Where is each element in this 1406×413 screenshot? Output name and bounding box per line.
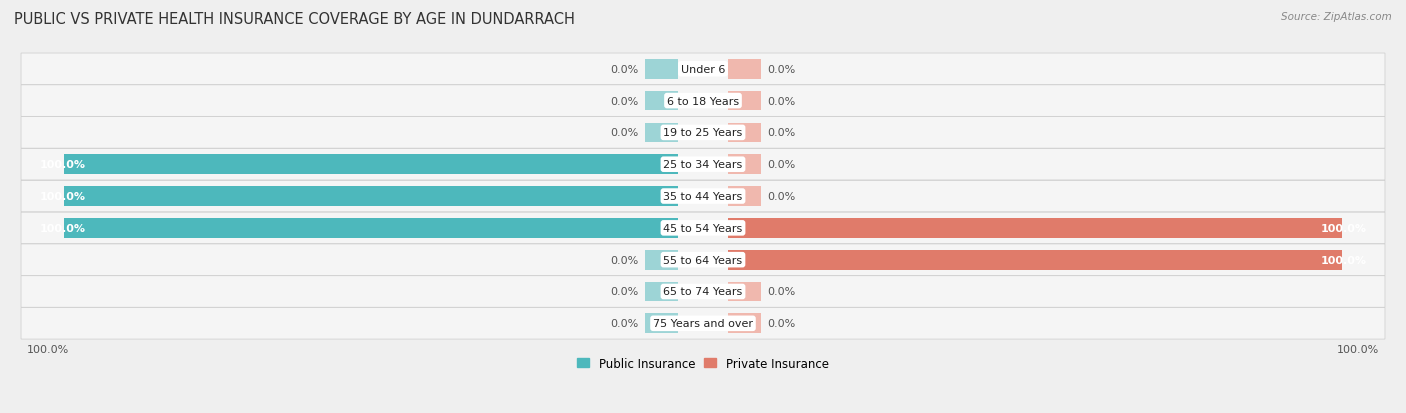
Text: 6 to 18 Years: 6 to 18 Years	[666, 96, 740, 106]
Bar	[644, 60, 679, 79]
Text: 19 to 25 Years: 19 to 25 Years	[664, 128, 742, 138]
Bar	[727, 314, 762, 333]
Text: 65 to 74 Years: 65 to 74 Years	[664, 287, 742, 297]
FancyBboxPatch shape	[21, 181, 1385, 212]
FancyBboxPatch shape	[21, 308, 1385, 339]
Text: 100.0%: 100.0%	[39, 192, 86, 202]
Text: 75 Years and over: 75 Years and over	[652, 318, 754, 328]
FancyBboxPatch shape	[21, 149, 1385, 180]
FancyBboxPatch shape	[21, 85, 1385, 117]
Bar	[644, 282, 679, 301]
Bar	[727, 155, 762, 175]
FancyBboxPatch shape	[21, 276, 1385, 308]
Text: 100.0%: 100.0%	[1337, 344, 1379, 354]
Text: 0.0%: 0.0%	[768, 128, 796, 138]
Text: 0.0%: 0.0%	[610, 287, 638, 297]
Legend: Public Insurance, Private Insurance: Public Insurance, Private Insurance	[578, 357, 828, 370]
Text: 0.0%: 0.0%	[768, 318, 796, 328]
Text: 55 to 64 Years: 55 to 64 Years	[664, 255, 742, 265]
Text: 0.0%: 0.0%	[768, 287, 796, 297]
Bar	[727, 282, 762, 301]
Text: 0.0%: 0.0%	[610, 255, 638, 265]
FancyBboxPatch shape	[21, 244, 1385, 276]
Bar	[65, 218, 679, 238]
FancyBboxPatch shape	[21, 213, 1385, 244]
Text: 0.0%: 0.0%	[610, 96, 638, 106]
Text: 35 to 44 Years: 35 to 44 Years	[664, 192, 742, 202]
Text: 100.0%: 100.0%	[1320, 223, 1367, 233]
Text: 100.0%: 100.0%	[1320, 255, 1367, 265]
Text: Source: ZipAtlas.com: Source: ZipAtlas.com	[1281, 12, 1392, 22]
Bar	[644, 314, 679, 333]
Text: 0.0%: 0.0%	[610, 318, 638, 328]
Text: 0.0%: 0.0%	[610, 64, 638, 75]
Bar	[644, 123, 679, 143]
Bar	[727, 218, 1341, 238]
Bar	[644, 92, 679, 111]
Text: 0.0%: 0.0%	[768, 192, 796, 202]
Text: 0.0%: 0.0%	[768, 96, 796, 106]
Bar	[65, 187, 679, 206]
Bar	[727, 92, 762, 111]
Bar	[727, 250, 1341, 270]
Text: 25 to 34 Years: 25 to 34 Years	[664, 160, 742, 170]
Bar	[727, 60, 762, 79]
Text: 100.0%: 100.0%	[39, 223, 86, 233]
Bar	[644, 250, 679, 270]
Text: Under 6: Under 6	[681, 64, 725, 75]
FancyBboxPatch shape	[21, 54, 1385, 85]
Text: 0.0%: 0.0%	[768, 64, 796, 75]
Text: 100.0%: 100.0%	[27, 344, 69, 354]
Text: 100.0%: 100.0%	[39, 160, 86, 170]
Bar	[65, 155, 679, 175]
Text: 0.0%: 0.0%	[768, 160, 796, 170]
Text: 0.0%: 0.0%	[610, 128, 638, 138]
Bar	[727, 123, 762, 143]
Bar	[727, 187, 762, 206]
Text: 45 to 54 Years: 45 to 54 Years	[664, 223, 742, 233]
FancyBboxPatch shape	[21, 117, 1385, 149]
Text: PUBLIC VS PRIVATE HEALTH INSURANCE COVERAGE BY AGE IN DUNDARRACH: PUBLIC VS PRIVATE HEALTH INSURANCE COVER…	[14, 12, 575, 27]
